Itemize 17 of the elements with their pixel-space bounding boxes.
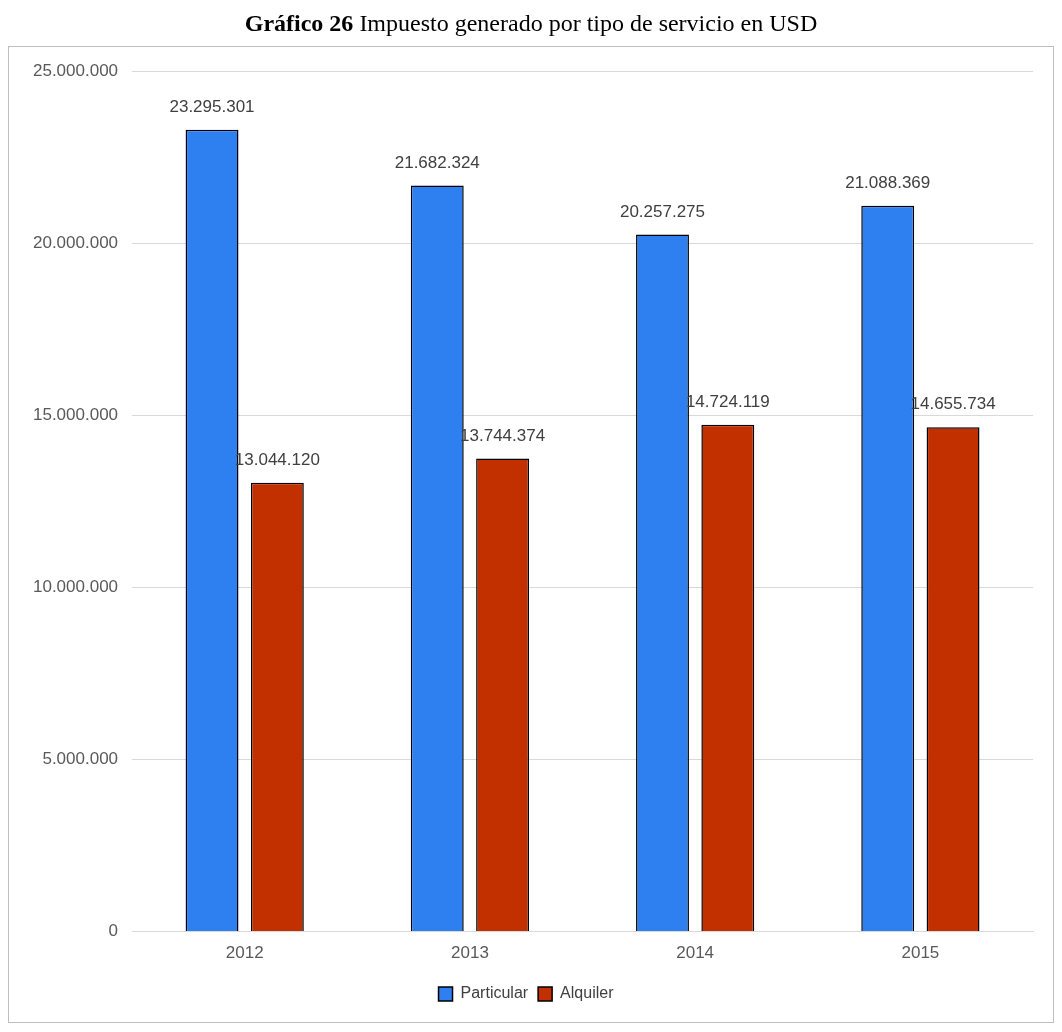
x-tick-label: 2014 (676, 943, 715, 963)
y-tick-label: 25.000.000 (32, 60, 119, 80)
chart-title: Gráfico 26 Impuesto generado por tipo de servicio en USD (243, 9, 819, 38)
x-tick-label: 2015 (901, 943, 940, 963)
y-tick-label: 15.000.000 (32, 405, 119, 425)
y-tick-label: 0 (108, 921, 119, 941)
legend-label: Alquiler (560, 984, 615, 1002)
y-tick-label: 20.000.000 (32, 232, 119, 252)
data-label: 20.257.275 (619, 201, 706, 221)
y-tick-label: 5.000.000 (42, 749, 119, 769)
y-tick-label: 10.000.000 (32, 577, 119, 597)
legend-label: Particular (460, 984, 529, 1002)
x-tick-label: 2013 (451, 943, 489, 963)
data-label: 21.088.369 (845, 173, 931, 193)
x-tick-label: 2012 (225, 943, 264, 963)
data-label: 23.295.301 (169, 97, 255, 117)
data-label: 21.682.324 (394, 152, 480, 172)
